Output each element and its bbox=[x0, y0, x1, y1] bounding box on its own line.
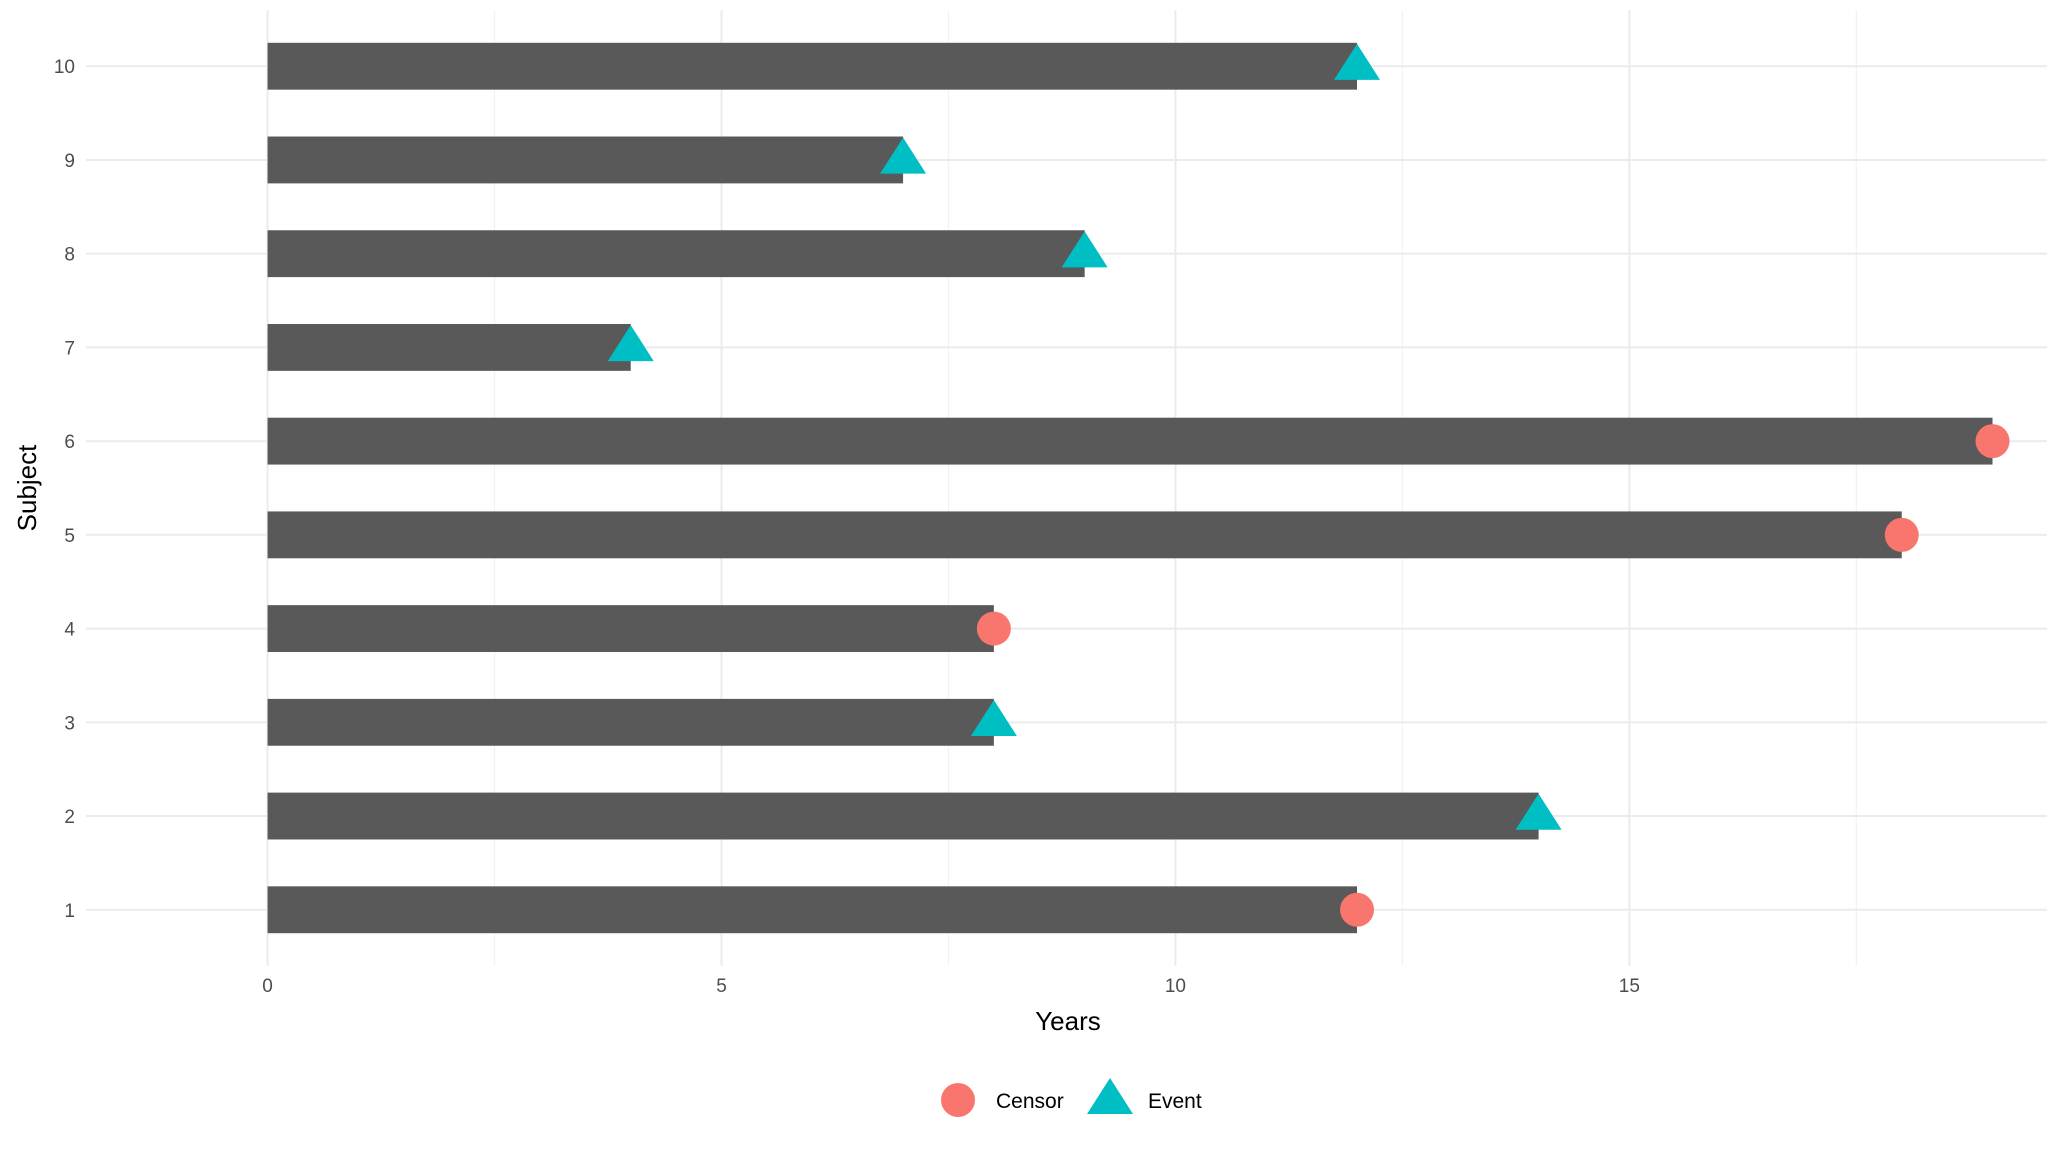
status-markers bbox=[607, 43, 2010, 927]
bar-subject-10 bbox=[267, 42, 1358, 90]
x-tick-label: 5 bbox=[716, 976, 727, 997]
y-axis-tick-labels: 1 2 3 4 5 6 7 8 9 10 bbox=[54, 57, 76, 922]
bar-subject-4 bbox=[267, 605, 994, 653]
event-marker bbox=[1334, 43, 1381, 80]
bar-subject-5 bbox=[267, 511, 1902, 559]
bars bbox=[267, 42, 1993, 934]
y-tick-label: 3 bbox=[64, 713, 75, 734]
y-tick-label: 4 bbox=[64, 620, 75, 641]
legend-censor-label: Censor bbox=[996, 1090, 1064, 1113]
bar-subject-1 bbox=[267, 886, 1358, 934]
plot-panel bbox=[86, 10, 2047, 966]
event-marker bbox=[607, 325, 654, 362]
y-tick-label: 7 bbox=[64, 338, 75, 359]
x-axis-title: Years bbox=[1035, 1006, 1101, 1036]
legend: Censor Event bbox=[941, 1078, 1202, 1117]
y-axis-title: Subject bbox=[12, 444, 42, 531]
x-axis-tick-labels: 0 5 10 15 bbox=[262, 976, 1640, 997]
bar-subject-6 bbox=[267, 417, 1993, 465]
legend-event-key bbox=[1087, 1078, 1133, 1114]
bar-subject-2 bbox=[267, 792, 1539, 840]
censor-marker bbox=[976, 611, 1011, 646]
legend-censor-key bbox=[941, 1083, 975, 1117]
y-tick-label: 1 bbox=[64, 901, 75, 922]
event-marker bbox=[1061, 231, 1108, 268]
x-tick-label: 15 bbox=[1619, 976, 1640, 997]
event-marker bbox=[880, 137, 927, 174]
x-tick-label: 0 bbox=[262, 976, 273, 997]
x-tick-label: 10 bbox=[1165, 976, 1186, 997]
y-tick-label: 8 bbox=[64, 245, 75, 266]
censor-marker bbox=[1884, 517, 1919, 552]
censor-marker bbox=[1340, 892, 1375, 927]
y-tick-label: 10 bbox=[54, 57, 75, 78]
event-marker bbox=[1515, 793, 1562, 830]
bar-subject-9 bbox=[267, 136, 904, 184]
bar-subject-3 bbox=[267, 698, 994, 746]
y-tick-label: 5 bbox=[64, 526, 75, 547]
y-tick-label: 2 bbox=[64, 807, 75, 828]
censor-marker bbox=[1975, 424, 2010, 459]
bar-subject-7 bbox=[267, 323, 631, 371]
bar-subject-8 bbox=[267, 230, 1085, 278]
legend-event-label: Event bbox=[1148, 1090, 1202, 1113]
y-tick-label: 9 bbox=[64, 151, 75, 172]
y-tick-label: 6 bbox=[64, 432, 75, 453]
event-marker bbox=[970, 699, 1017, 736]
